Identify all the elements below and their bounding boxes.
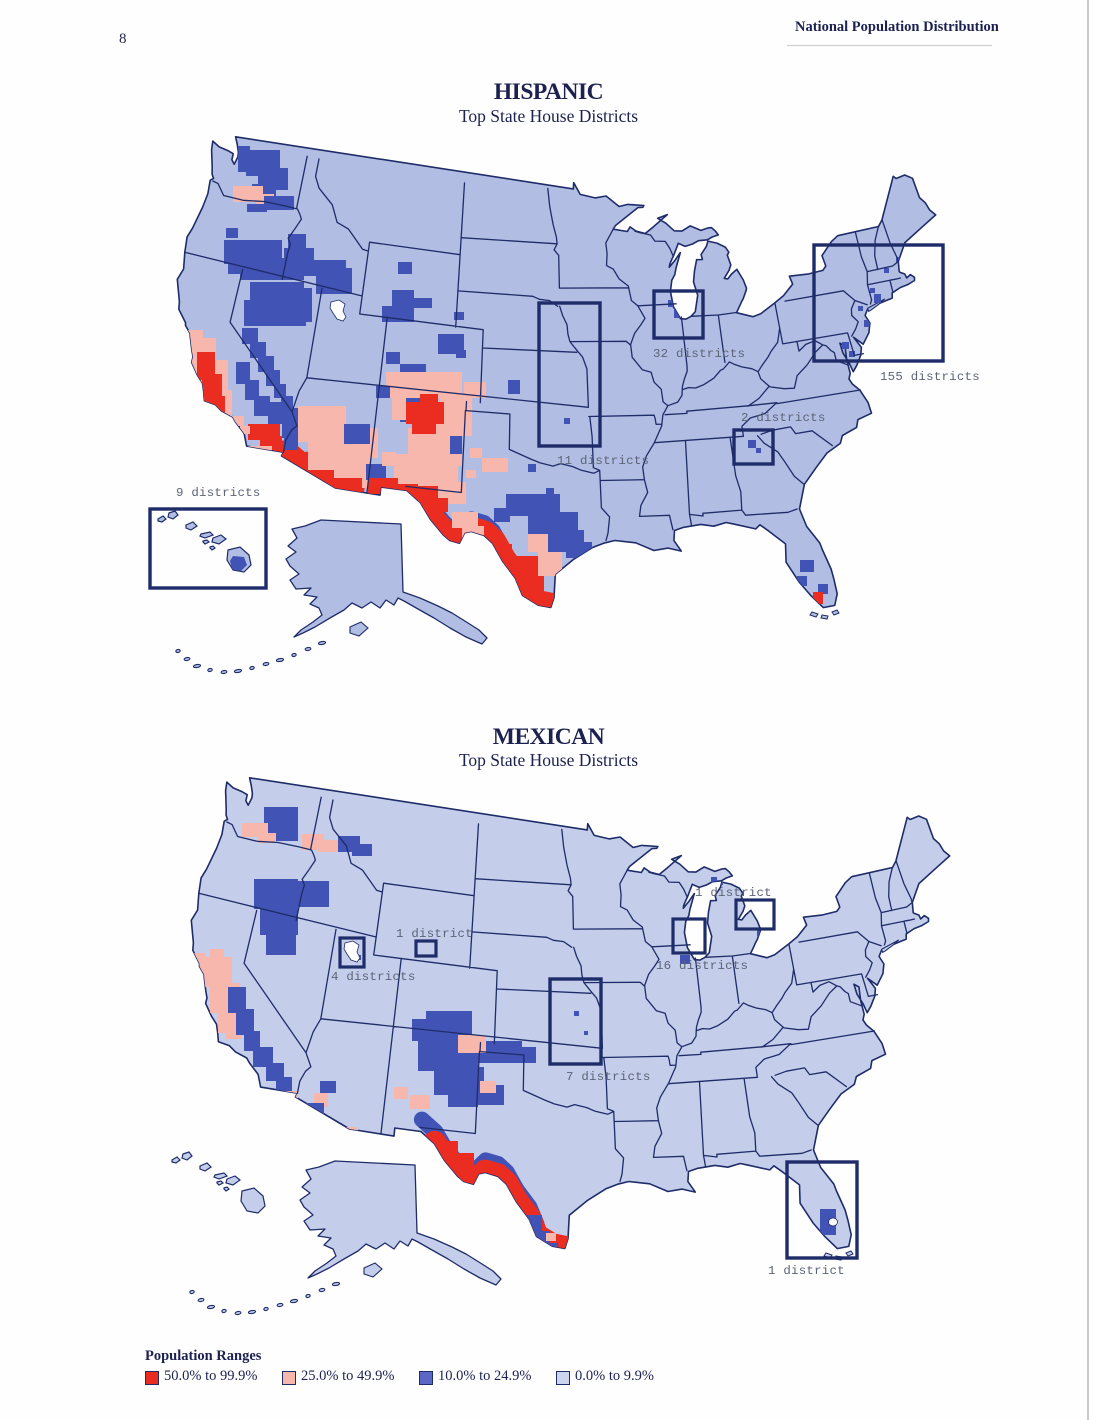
svg-text:11 districts: 11 districts bbox=[557, 454, 649, 468]
svg-text:1 district: 1 district bbox=[695, 886, 772, 900]
svg-text:9 districts: 9 districts bbox=[176, 486, 261, 500]
svg-text:7 districts: 7 districts bbox=[566, 1070, 651, 1084]
svg-text:4 districts: 4 districts bbox=[331, 970, 416, 984]
svg-text:155 districts: 155 districts bbox=[880, 370, 980, 384]
svg-text:32 districts: 32 districts bbox=[653, 347, 745, 361]
svg-text:2 districts: 2 districts bbox=[741, 411, 826, 425]
svg-text:1 district: 1 district bbox=[396, 927, 473, 941]
svg-text:1 district: 1 district bbox=[768, 1264, 845, 1278]
svg-text:16 districts: 16 districts bbox=[656, 959, 748, 973]
